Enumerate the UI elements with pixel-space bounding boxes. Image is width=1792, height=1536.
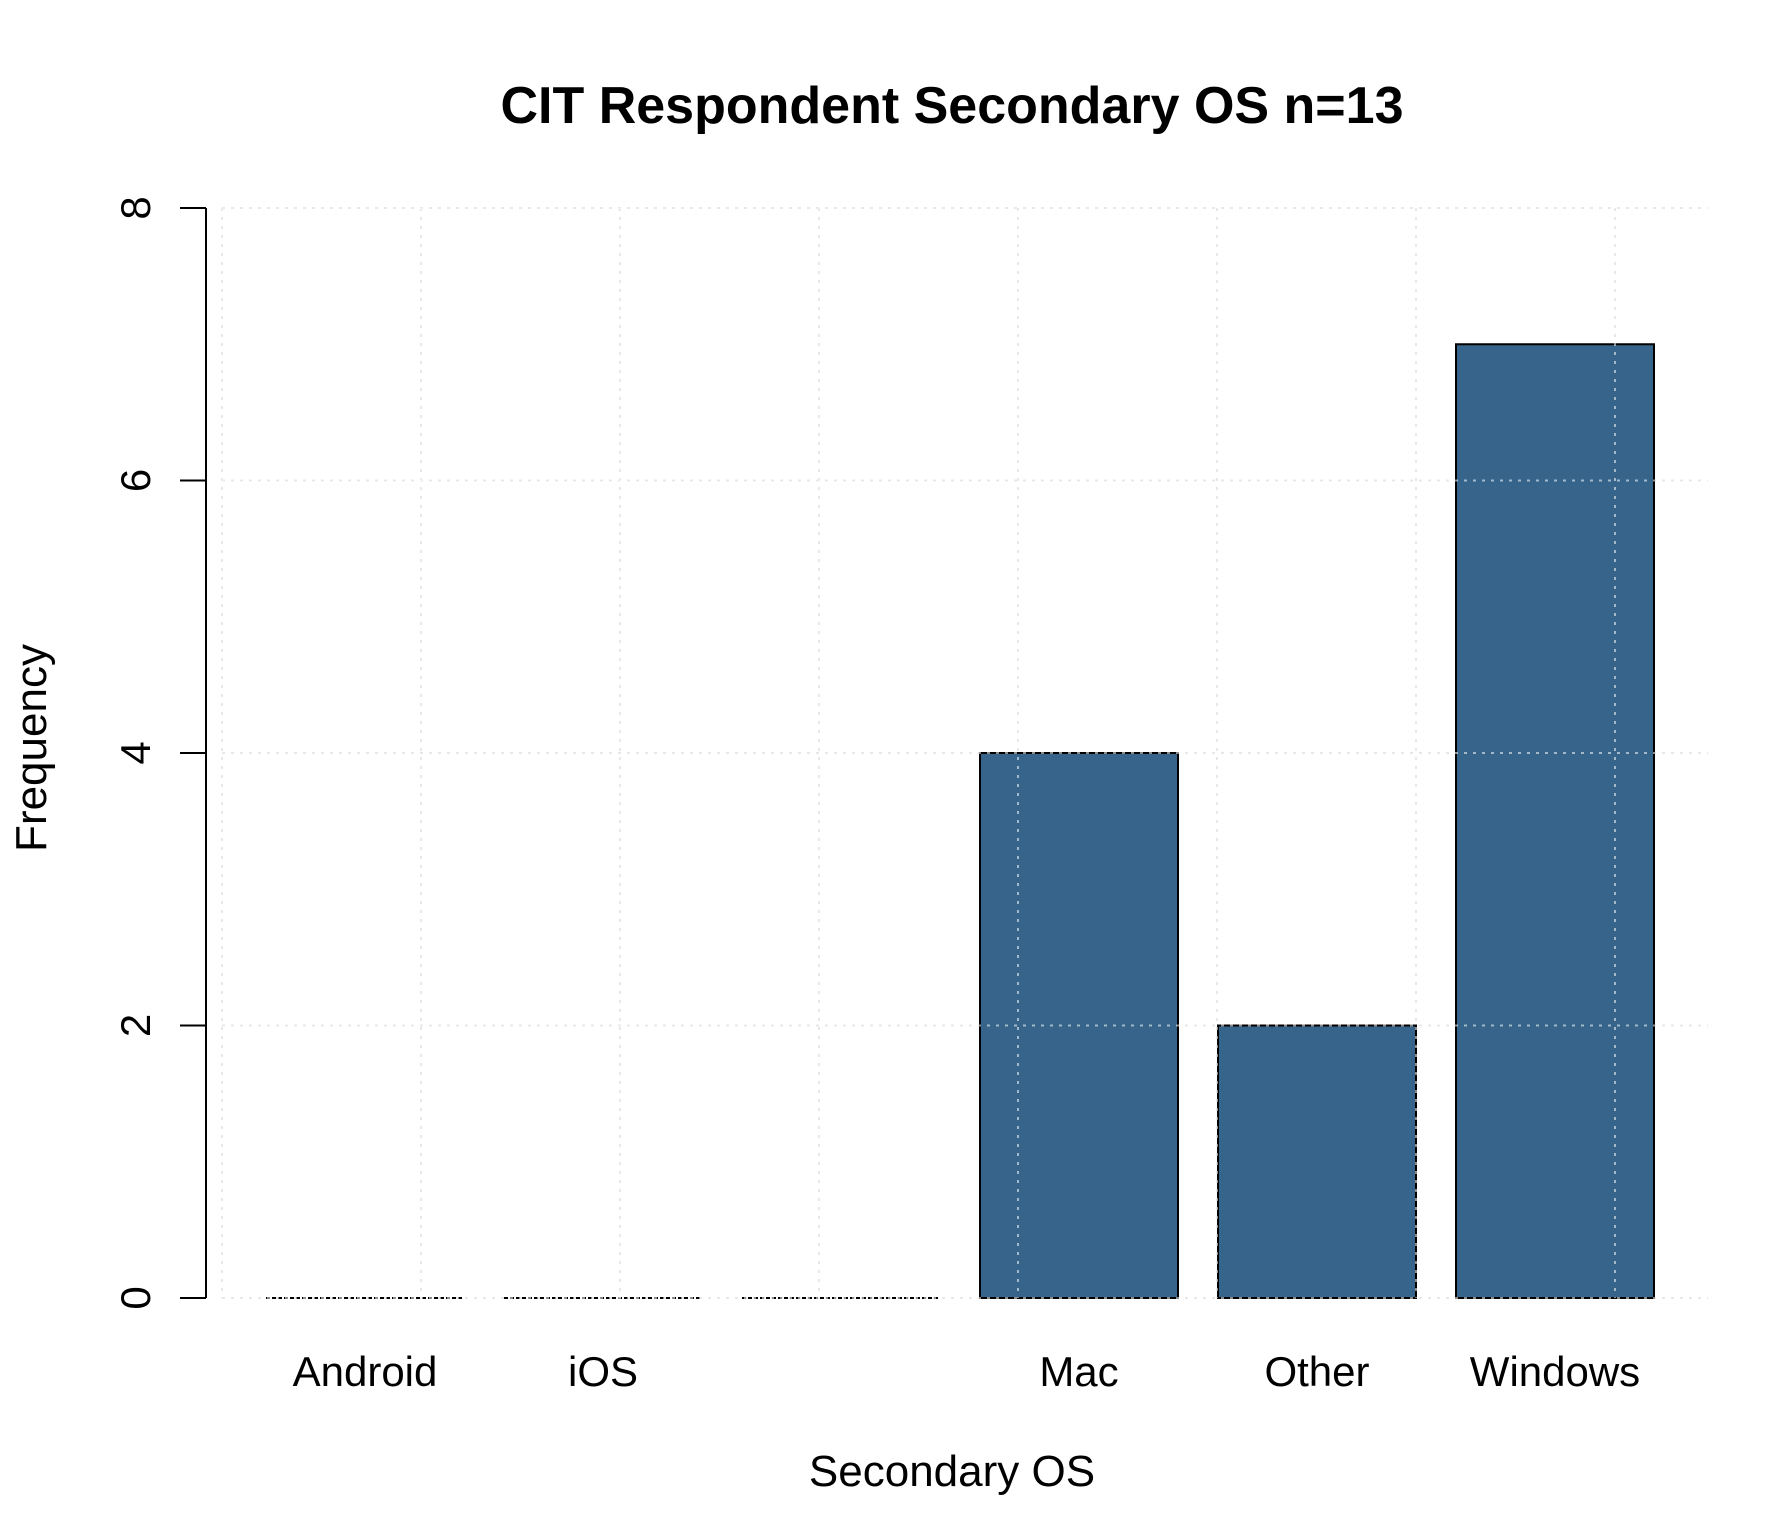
bar [1217,1024,1417,1299]
y-tick-label: 0 [112,1286,159,1309]
y-tick-label: 4 [112,741,159,764]
x-tick-label: iOS [568,1348,638,1395]
y-tick-label: 6 [112,469,159,492]
y-tick-label: 8 [112,196,159,219]
chart-title: CIT Respondent Secondary OS n=13 [501,77,1404,135]
x-tick-label: Windows [1470,1348,1640,1395]
bar [1455,343,1655,1299]
x-tick-label: Android [293,1348,438,1395]
x-tick-label: Mac [1039,1348,1118,1395]
x-tick-label: Other [1264,1348,1369,1395]
y-axis-label: Frequency [7,644,56,852]
y-axis: 0 2 4 6 8 [112,196,207,1310]
x-axis-label: Secondary OS [809,1447,1095,1496]
y-tick-label: 2 [112,1014,159,1037]
x-tick-labels: Android iOS Mac Other Windows [293,1348,1641,1395]
grid-overlay [221,207,1708,1299]
bars [266,343,1655,1299]
